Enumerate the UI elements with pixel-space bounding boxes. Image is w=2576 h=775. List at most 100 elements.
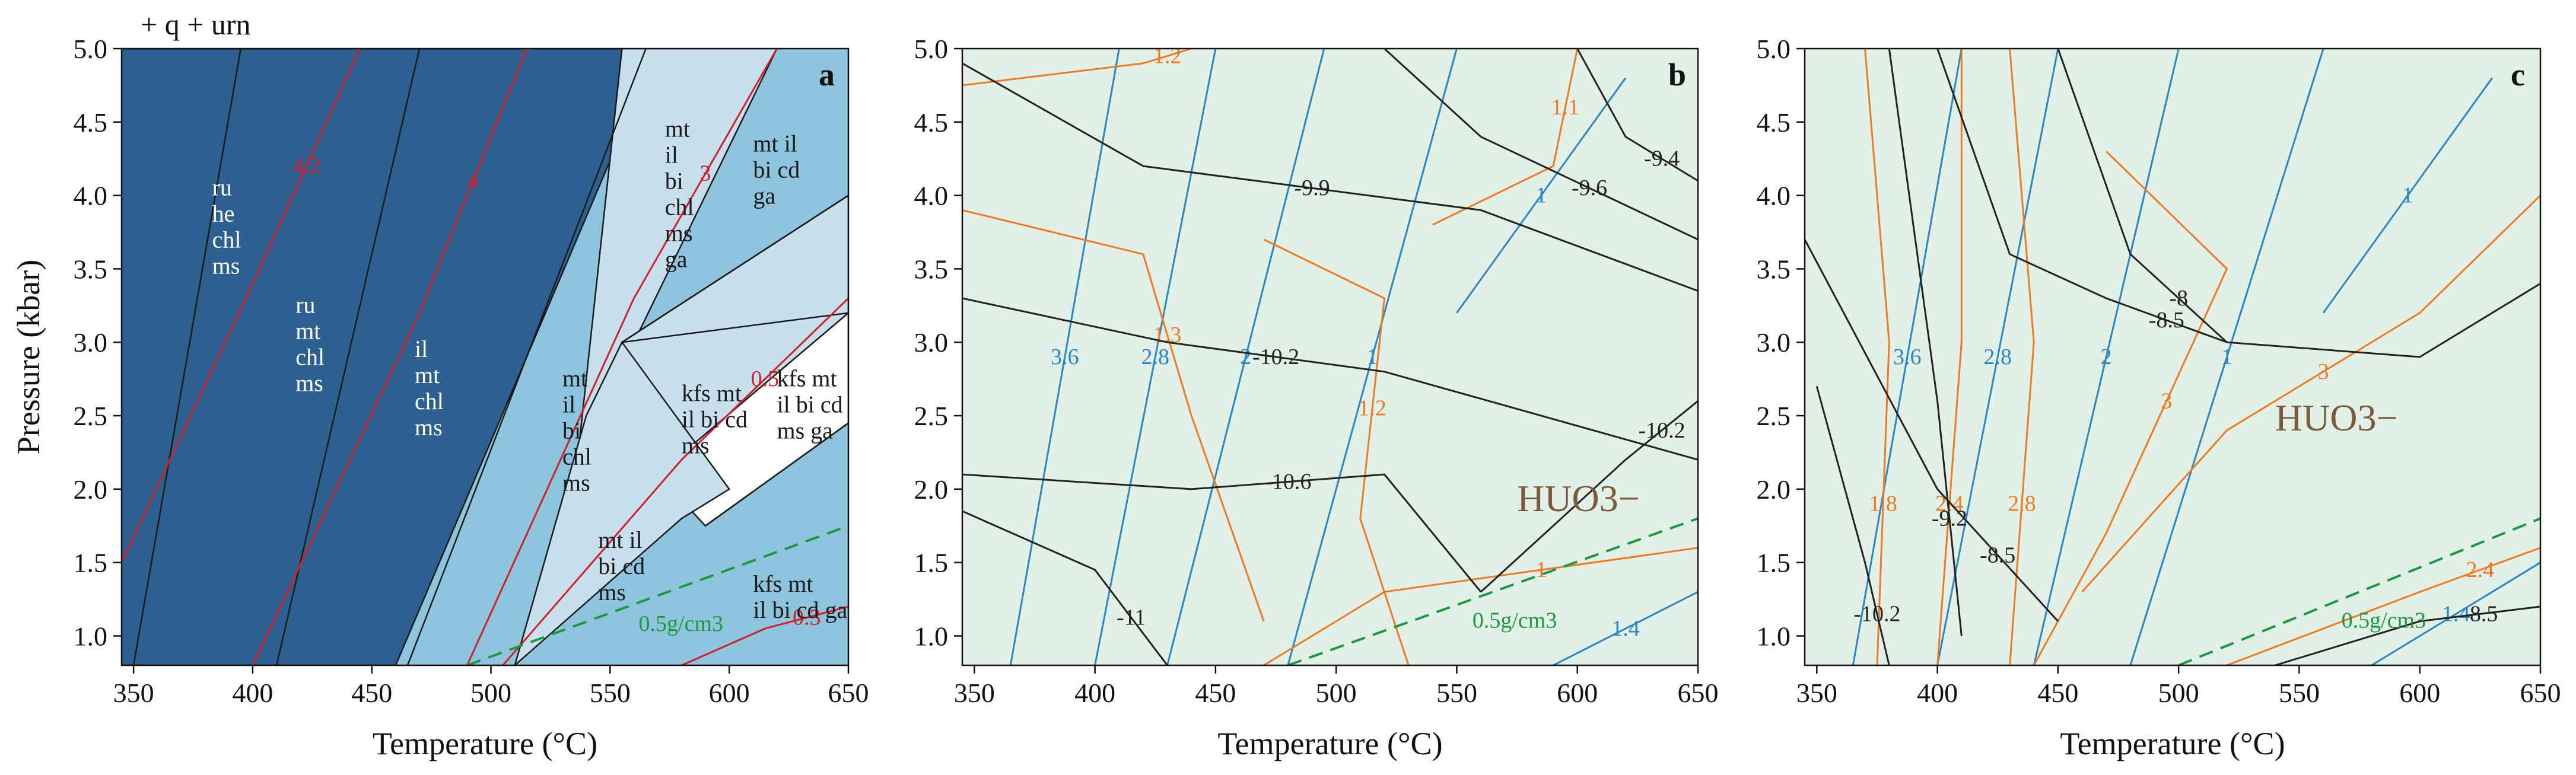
plot-area-c: 3.6 2.8 2 111.41.8 2.4 2.8332.4-8.5-8-8.5-9.2… [1805, 49, 2540, 665]
x-tick-label: 550 [590, 678, 631, 708]
field-label-line: ms ga [777, 417, 834, 444]
field-label-4: mt il bi cd ga [753, 130, 800, 209]
y-tick-label: 5.0 [1757, 34, 1791, 64]
field-light-lower [514, 340, 731, 665]
orange-contour-1 [1936, 49, 1963, 665]
black-contour-label-4: -10.6 [1264, 469, 1311, 494]
field-label-line: il bi cd [682, 406, 748, 432]
black-contour-3 [962, 297, 1698, 461]
x-tick-label: 550 [1436, 678, 1477, 708]
field-label-line: mt [665, 116, 690, 142]
blue-contour-2 [1166, 49, 1325, 665]
x-tick-label: 650 [2520, 678, 2561, 708]
density-line-label: 0.5g/cm3 [639, 611, 723, 636]
field-label-line: ms [415, 414, 443, 441]
y-tick-label: 4.0 [1757, 181, 1791, 211]
field-label-line: chl [415, 388, 444, 414]
orange-contour-4 [2081, 194, 2540, 593]
y-tick-label: 2.5 [74, 401, 108, 431]
y-tick-label: 3.0 [914, 327, 949, 358]
black-contour-label-2: -9.9 [1294, 176, 1330, 200]
black-contour-label-4: -10.2 [1853, 601, 1900, 626]
blue-contour-label-3: 1 [2221, 345, 2232, 369]
field-boundary-4 [622, 312, 848, 343]
blue-contour-2 [2033, 49, 2180, 665]
red-contour-label-2: 3 [700, 161, 711, 186]
field-label-line: bi cd [753, 156, 800, 183]
orange-contour-label-3: 1.1 [1551, 95, 1580, 120]
x-tick-label: 450 [2037, 678, 2078, 708]
red-contour-label-4: 0.3 [793, 605, 821, 630]
field-label-line: ms [562, 470, 590, 496]
field-label-line: chl [295, 344, 325, 371]
y-tick-label: 2.5 [914, 401, 949, 431]
orange-contour-label-2: 2.8 [2008, 492, 2036, 516]
density-line-label: 0.5g/cm3 [1473, 608, 1557, 633]
y-tick-label: 4.0 [914, 181, 949, 211]
orange-contour-label-4: 1 [1535, 557, 1547, 582]
orange-contour-label-3: 3 [2161, 388, 2172, 413]
blue-contour-3 [1287, 49, 1458, 665]
field-label-line: il [665, 142, 678, 168]
y-tick-label: 4.0 [74, 181, 108, 211]
field-dark [122, 49, 659, 665]
black-contour-label-0: -9.6 [1572, 176, 1607, 200]
orange-contour-label-5: 2.4 [2466, 557, 2495, 582]
field-label-line: ru [212, 174, 232, 201]
red-contour-label-1: 4 [468, 168, 479, 193]
x-tick-label: 550 [2279, 678, 2320, 708]
black-contour-label-2: -8.5 [1980, 543, 2015, 567]
x-tick-label: 350 [113, 678, 154, 708]
y-tick-label: 2.0 [914, 474, 949, 505]
black-contour-3 [1888, 49, 1963, 636]
y-tick-label: 2.0 [74, 474, 108, 505]
field-label-line: il [562, 391, 575, 418]
density-line-label: 0.5g/cm3 [2342, 608, 2426, 633]
black-contour-5 [2275, 605, 2540, 665]
red-contour-label-3: 0.5 [751, 366, 780, 391]
x-tick-label: 400 [232, 678, 273, 708]
x-tick-label: 450 [1195, 678, 1236, 708]
black-contour-label-1: -9.4 [1644, 146, 1680, 171]
black-contour-label-0: -8.5 [2149, 308, 2184, 333]
x-tick-label: 400 [1074, 678, 1115, 708]
y-tick-label: 2.5 [1757, 401, 1791, 431]
orange-contour-label-4: 3 [2318, 359, 2329, 384]
y-tick-label: 1.0 [914, 621, 949, 651]
black-contour-4 [1815, 386, 1890, 665]
y-tick-label: 3.0 [1757, 327, 1791, 358]
black-contour-6 [1480, 400, 1698, 593]
x-tick-label: 600 [1557, 678, 1598, 708]
field-label-line: mt [562, 365, 587, 392]
orange-contour-3 [1432, 49, 1579, 226]
field-label-line: il bi cd [777, 391, 843, 418]
orange-contour-2 [2009, 49, 2035, 665]
x-axis-title: Temperature (°C) [2060, 726, 2285, 761]
species-label: HUO3− [2275, 397, 2398, 439]
red-contour-3 [502, 297, 848, 665]
plot-frame [120, 47, 850, 666]
orange-contour-label-0: 1.2 [1153, 43, 1182, 68]
red-contour-2 [466, 49, 778, 665]
x-tick-label: 650 [1678, 678, 1719, 708]
panel-letter: a [819, 57, 835, 93]
field-boundary-5 [705, 422, 848, 527]
plot-frame [961, 47, 1699, 666]
orange-contour-0 [962, 49, 1192, 87]
field-label-line: bi [562, 417, 581, 444]
y-axis-title: Pressure (kbar) [11, 260, 46, 454]
x-tick-label: 350 [954, 678, 995, 708]
black-contour-0 [1384, 49, 1698, 241]
density-line [466, 524, 848, 665]
field-label-line: ms [665, 220, 693, 247]
orange-contour-0 [1864, 49, 1890, 665]
black-contour-1 [1576, 49, 1698, 182]
blue-contour-label-4: 1 [1535, 183, 1547, 208]
field-label-line: il [415, 336, 428, 362]
field-boundary-2 [406, 49, 647, 665]
blue-contour-1 [1094, 49, 1217, 665]
y-tick-label: 1.0 [1757, 621, 1791, 651]
red-contour-0 [122, 49, 361, 563]
field-label-2: il mt chl ms [415, 336, 444, 441]
black-contour-label-6: -10.2 [1638, 418, 1685, 443]
